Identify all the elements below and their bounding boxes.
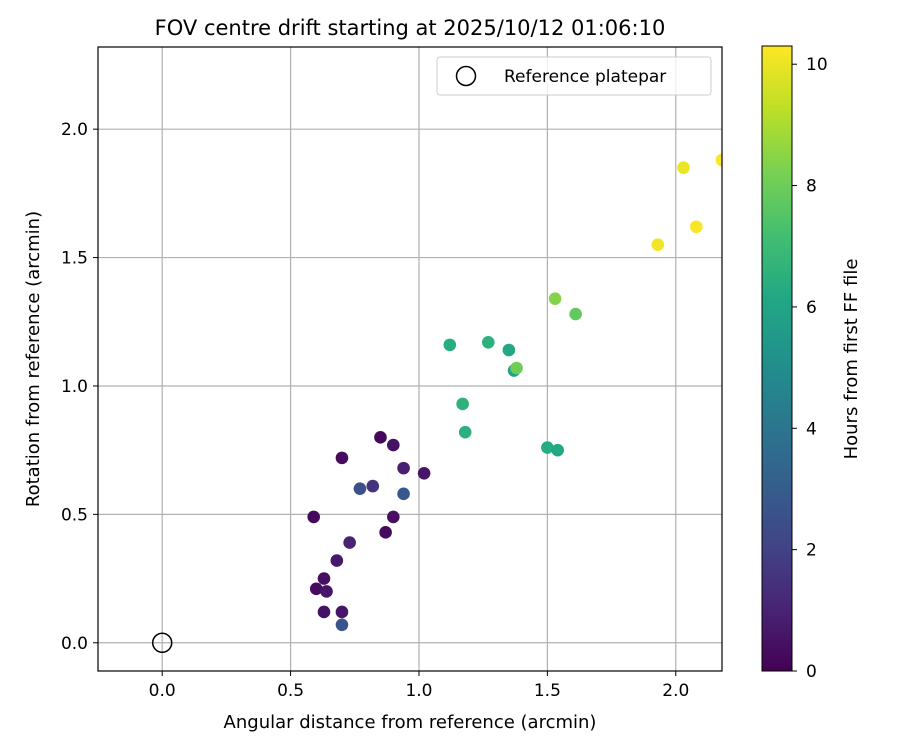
data-point bbox=[482, 336, 495, 349]
data-point bbox=[569, 307, 582, 321]
plot-frame bbox=[97, 46, 723, 672]
data-point bbox=[335, 605, 349, 619]
data-point bbox=[307, 510, 321, 524]
colorbar-tick-label: 4 bbox=[806, 419, 817, 439]
data-point bbox=[335, 618, 349, 632]
data-point bbox=[502, 343, 516, 357]
reference-platepar-marker bbox=[151, 632, 173, 654]
legend: Reference platepar bbox=[436, 56, 712, 96]
data-point bbox=[343, 536, 356, 549]
data-point bbox=[510, 361, 523, 375]
colorbar-tick-label: 10 bbox=[806, 55, 828, 75]
data-point bbox=[379, 526, 392, 539]
data-point bbox=[551, 443, 564, 457]
colorbar-label: Hours from first FF file bbox=[841, 259, 862, 460]
axis-ticks: 0.0 0.5 1.0 1.5 2.0 0.0 0.5 1.0 1.5 2.0 bbox=[61, 120, 689, 701]
data-point bbox=[387, 438, 400, 452]
data-point bbox=[458, 425, 472, 439]
data-point bbox=[397, 461, 410, 475]
data-point bbox=[335, 451, 349, 465]
data-point bbox=[715, 153, 722, 167]
colorbar: 0 2 4 6 8 10 Hours from first FF file bbox=[761, 45, 862, 682]
x-tick-label: 2.0 bbox=[662, 681, 689, 701]
x-tick-label: 1.0 bbox=[405, 681, 432, 701]
y-tick-label: 1.5 bbox=[61, 249, 88, 269]
data-point bbox=[677, 161, 690, 174]
grid bbox=[98, 47, 722, 671]
colorbar-tick-label: 2 bbox=[806, 541, 817, 561]
colorbar-tick-label: 8 bbox=[806, 177, 817, 197]
data-point bbox=[330, 554, 344, 567]
x-axis-label: Angular distance from reference (arcmin) bbox=[224, 712, 597, 733]
data-point bbox=[353, 482, 367, 495]
x-tick-label: 0.5 bbox=[277, 681, 304, 701]
data-point bbox=[417, 466, 431, 480]
x-tick-label: 1.5 bbox=[534, 681, 561, 701]
colorbar-ticks: 0 2 4 6 8 10 bbox=[792, 55, 828, 682]
data-point bbox=[651, 238, 665, 252]
data-point bbox=[548, 292, 562, 305]
legend-box bbox=[436, 56, 712, 96]
data-point bbox=[456, 397, 469, 411]
data-point bbox=[317, 572, 331, 585]
data-point bbox=[374, 431, 387, 444]
colorbar-tick-label: 6 bbox=[806, 298, 817, 318]
data-point bbox=[443, 338, 457, 352]
colorbar-gradient bbox=[761, 45, 793, 672]
legend-label-reference: Reference platepar bbox=[504, 67, 666, 87]
colorbar-tick-label: 0 bbox=[806, 662, 817, 682]
y-tick-label: 1.0 bbox=[61, 377, 88, 397]
data-point bbox=[690, 220, 703, 234]
data-points bbox=[151, 153, 722, 654]
x-tick-label: 0.0 bbox=[149, 681, 176, 701]
legend-marker-reference bbox=[455, 65, 477, 87]
data-point bbox=[320, 585, 333, 598]
data-point bbox=[397, 487, 410, 501]
data-point bbox=[541, 441, 554, 454]
data-point bbox=[387, 510, 400, 524]
data-point bbox=[317, 605, 331, 619]
y-axis-label: Rotation from reference (arcmin) bbox=[23, 211, 44, 507]
y-tick-label: 0.0 bbox=[61, 634, 88, 654]
chart-title: FOV centre drift starting at 2025/10/12 … bbox=[155, 16, 666, 40]
data-point bbox=[309, 582, 323, 596]
y-tick-label: 2.0 bbox=[61, 120, 88, 140]
y-tick-label: 0.5 bbox=[61, 505, 88, 525]
data-point bbox=[366, 479, 380, 493]
